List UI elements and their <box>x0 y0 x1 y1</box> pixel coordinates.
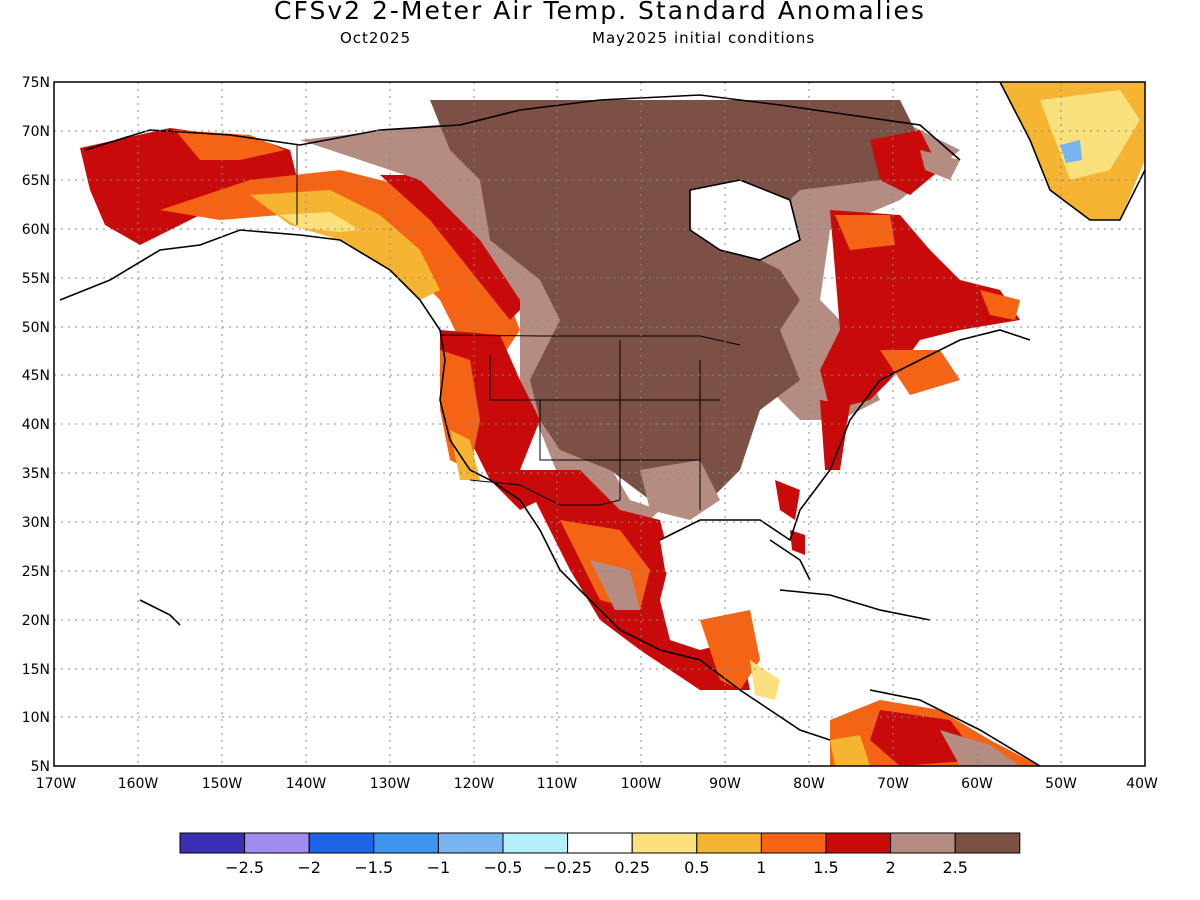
lon-label: 90W <box>709 776 741 792</box>
colorbar-label: 2 <box>886 858 896 877</box>
initial-conditions: May2025 initial conditions <box>592 29 816 47</box>
lon-label: 100W <box>621 776 662 792</box>
forecast-month: Oct2025 <box>340 29 412 47</box>
colorbar-swatch <box>631 832 698 854</box>
lon-label: 110W <box>537 776 578 792</box>
gridlines <box>54 82 1145 766</box>
lon-label: 70W <box>877 776 909 792</box>
lat-label: 20N <box>22 613 50 629</box>
map-frame <box>53 81 1146 767</box>
colorbar-swatch <box>890 832 956 854</box>
lat-label: 25N <box>22 564 50 580</box>
lon-label: 120W <box>454 776 495 792</box>
political-boundaries <box>296 145 741 510</box>
lat-label: 70N <box>22 124 50 140</box>
lat-label: 40N <box>22 417 50 433</box>
colorbar-swatch <box>373 832 439 854</box>
colorbar-swatch <box>696 832 762 854</box>
colorbar-label: 1 <box>756 858 766 877</box>
colorbar-swatch <box>179 832 246 854</box>
colorbar-swatch <box>308 832 375 854</box>
colorbar-label: −1 <box>427 858 451 877</box>
anomaly-field <box>80 82 1145 766</box>
colorbar-swatch <box>760 832 827 854</box>
colorbar-label: −1.5 <box>354 858 393 877</box>
colorbar-label: 0.5 <box>684 858 709 877</box>
lat-label: 50N <box>22 320 50 336</box>
lon-label: 130W <box>370 776 411 792</box>
colorbar-label: −0.25 <box>543 858 592 877</box>
colorbar-label: −0.5 <box>484 858 523 877</box>
coastlines <box>59 82 1145 766</box>
colorbar-label: 0.25 <box>614 858 650 877</box>
colorbar-label: −2.5 <box>225 858 264 877</box>
colorbar-label: 2.5 <box>942 858 967 877</box>
lat-label: 15N <box>22 662 50 678</box>
lon-label: 140W <box>286 776 327 792</box>
colorbar-swatch <box>825 832 892 854</box>
lat-label: 5N <box>31 759 50 775</box>
lon-axis: 170W 160W 150W 140W 130W 120W 110W 100W … <box>36 776 1158 792</box>
lon-label: 40W <box>1126 776 1158 792</box>
lat-label: 10N <box>22 710 50 726</box>
colorbar-swatch <box>502 832 569 854</box>
lon-label: 160W <box>118 776 159 792</box>
lat-label: 35N <box>22 466 50 482</box>
colorbar-label: −2 <box>297 858 321 877</box>
map-title: CFSv2 2-Meter Air Temp. Standard Anomali… <box>274 0 926 25</box>
colorbar-swatch <box>567 832 633 854</box>
colorbar-swatch <box>437 832 504 854</box>
lat-label: 60N <box>22 222 50 238</box>
lat-axis: 75N 70N 65N 60N 55N 50N 45N 40N 35N 30N … <box>22 75 50 775</box>
lon-label: 50W <box>1045 776 1077 792</box>
lat-label: 55N <box>22 271 50 287</box>
lon-label: 150W <box>202 776 243 792</box>
lat-label: 45N <box>22 368 50 384</box>
colorbar: −2.5 −2 −1.5 −1 −0.5 −0.25 0.25 0.5 1 1.… <box>179 832 1021 877</box>
lon-label: 80W <box>793 776 825 792</box>
lon-label: 60W <box>961 776 993 792</box>
colorbar-label: 1.5 <box>813 858 838 877</box>
colorbar-swatch <box>244 832 310 854</box>
lat-label: 30N <box>22 515 50 531</box>
lon-label: 170W <box>36 776 77 792</box>
lat-label: 75N <box>22 75 50 91</box>
colorbar-swatch <box>954 832 1021 854</box>
lat-label: 65N <box>22 173 50 189</box>
